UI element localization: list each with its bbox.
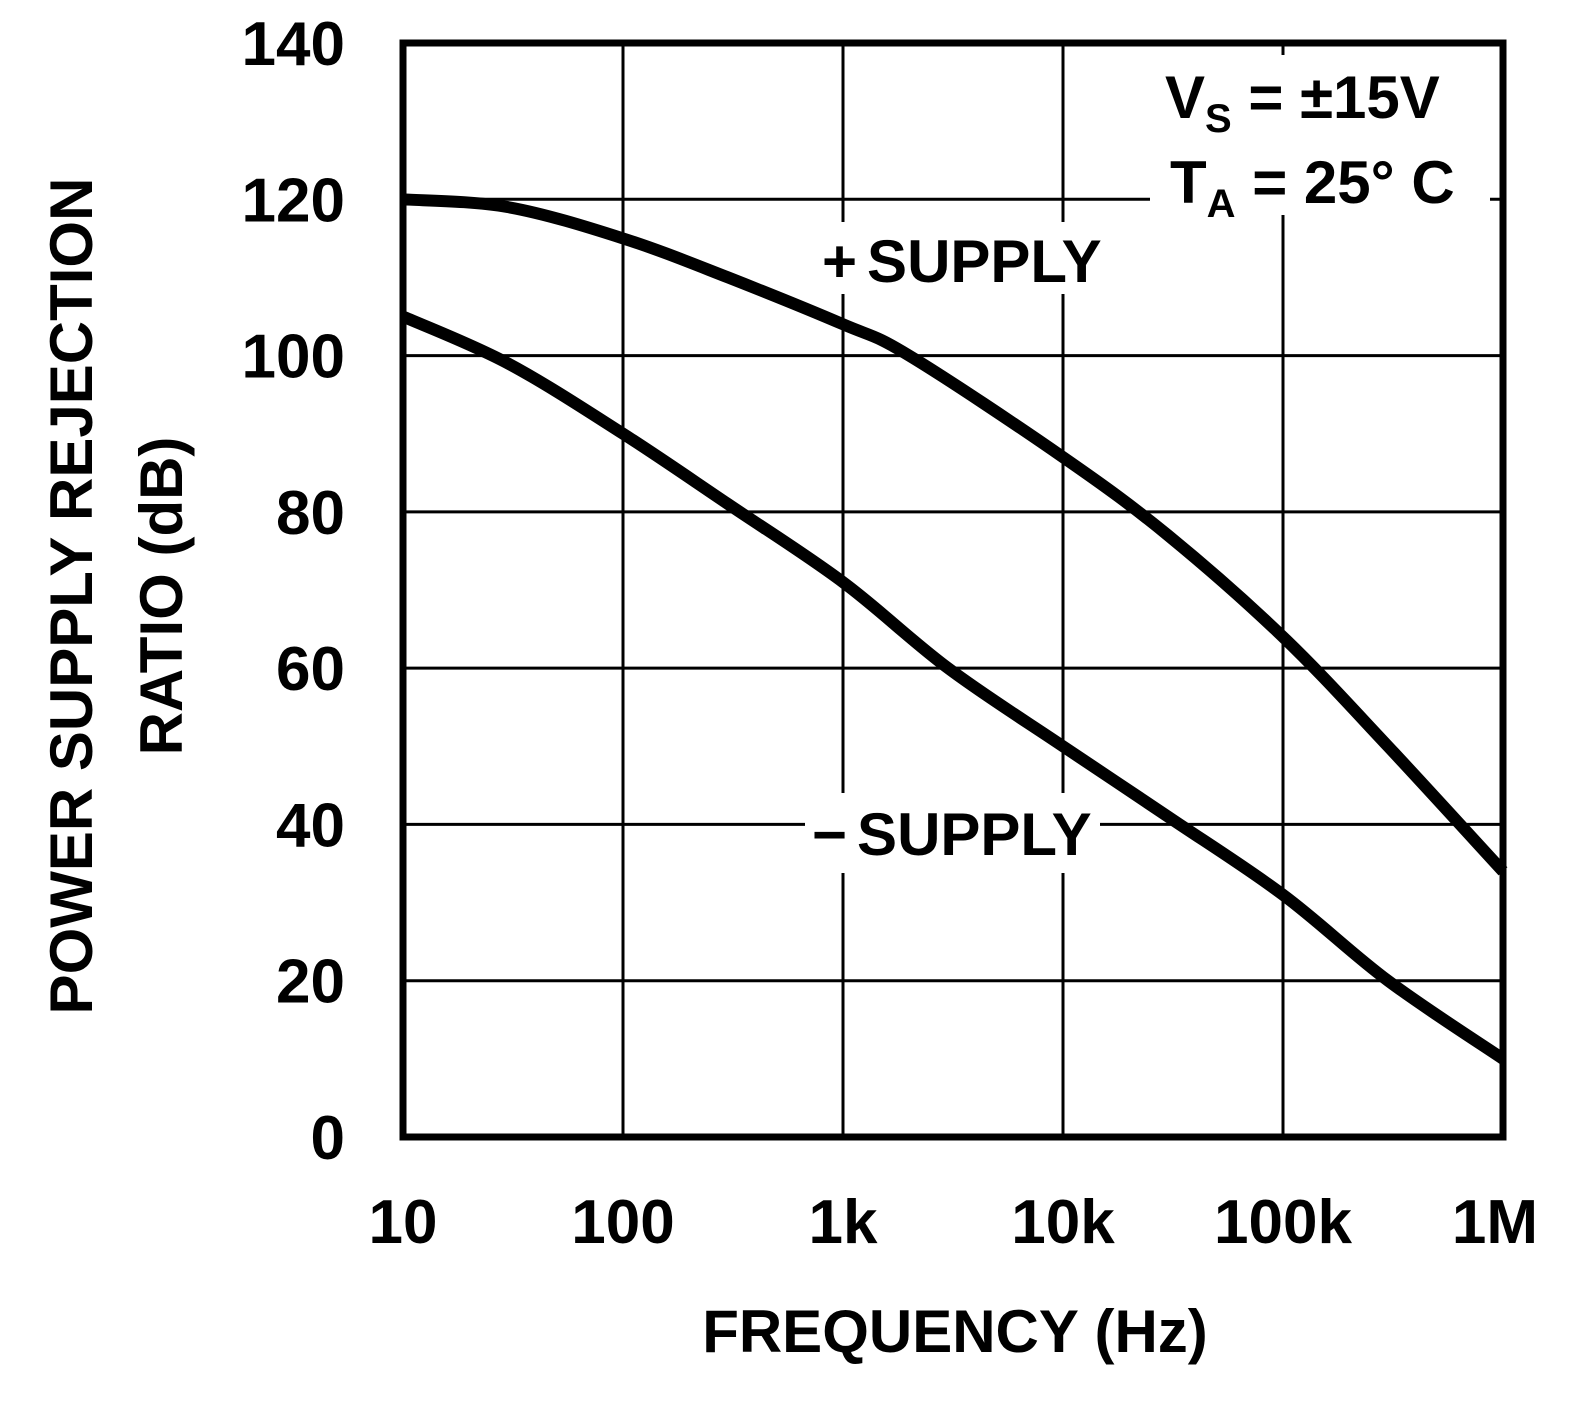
y-tick-label: 0: [311, 1104, 345, 1173]
y-axis-title-line-2: RATIO (dB): [128, 437, 195, 756]
minus-supply-sign: −: [812, 801, 847, 868]
x-tick-label: 10: [369, 1188, 438, 1257]
minus-supply-label: − SUPPLY: [812, 801, 1092, 868]
annotation-ta-sub: A: [1207, 182, 1236, 226]
x-tick-label: 100: [571, 1188, 674, 1257]
annotation-vs-rest: = ±15V: [1232, 64, 1440, 131]
x-tick-label: 1k: [809, 1188, 878, 1257]
minus-supply-curve: [400, 311, 1507, 1064]
plus-supply-text: SUPPLY: [867, 228, 1102, 295]
x-tick-label: 1M: [1452, 1188, 1538, 1257]
annotation-ta-main: T: [1170, 149, 1207, 216]
minus-supply-text: SUPPLY: [857, 801, 1092, 868]
y-tick-labels: 0 20 40 60 80 100 120 140: [242, 10, 345, 1173]
data-series: [400, 193, 1508, 1064]
x-tick-label: 10k: [1011, 1188, 1115, 1257]
annotation-ta-rest: = 25° C: [1236, 149, 1455, 216]
annotation-background: [1150, 55, 1490, 215]
y-axis-title-line-1: POWER SUPPLY REJECTION: [38, 178, 105, 1015]
x-axis-title: FREQUENCY (Hz): [702, 1298, 1208, 1365]
x-tick-labels: 10 100 1k 10k 100k 1M: [369, 1188, 1539, 1257]
plus-supply-sign: +: [822, 228, 857, 295]
x-tick-label: 100k: [1214, 1188, 1352, 1257]
y-tick-label: 120: [242, 166, 345, 235]
y-tick-label: 80: [276, 479, 345, 548]
y-tick-label: 140: [242, 10, 345, 79]
y-tick-label: 20: [276, 948, 345, 1017]
annotation-vs: VS = ±15V: [1165, 64, 1440, 141]
plus-supply-label: + SUPPLY: [822, 228, 1102, 295]
plus-supply-label-background: [815, 222, 1100, 294]
annotation-ta: TA = 25° C: [1170, 149, 1455, 226]
minus-supply-label-background: [805, 793, 1100, 873]
annotation-vs-main: V: [1165, 64, 1205, 131]
plus-supply-curve: [402, 193, 1508, 876]
y-tick-label: 60: [276, 635, 345, 704]
annotation-vs-sub: S: [1205, 97, 1232, 141]
plot-frame: [399, 39, 1507, 1141]
y-tick-label: 100: [242, 323, 345, 392]
y-tick-label: 40: [276, 791, 345, 860]
